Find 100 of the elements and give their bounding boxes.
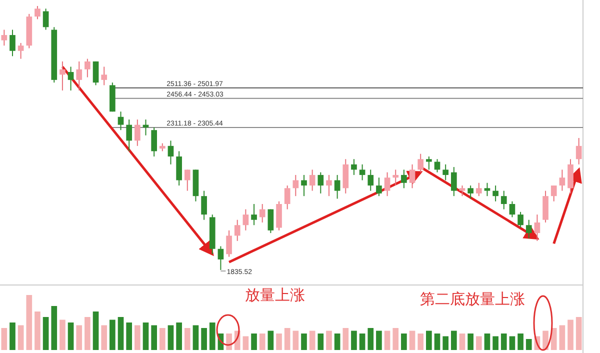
bar [368, 328, 374, 350]
candlestick [118, 111, 124, 131]
bar [34, 312, 40, 350]
bar [51, 306, 58, 350]
candlestick [492, 185, 498, 202]
candlestick [34, 6, 40, 20]
candlestick [334, 174, 340, 200]
bar [359, 334, 366, 350]
bar [484, 334, 490, 350]
bar [342, 328, 349, 350]
candlestick [292, 174, 299, 197]
candlestick [126, 119, 132, 152]
bar [409, 330, 416, 350]
candlestick [101, 66, 108, 86]
candlestick [368, 169, 374, 192]
bar [384, 330, 390, 350]
bar [184, 328, 190, 350]
candlestick [426, 156, 432, 170]
candlestick [218, 246, 224, 270]
bar [242, 336, 249, 350]
candlestick [484, 182, 490, 197]
bar [76, 325, 82, 350]
candlestick [284, 185, 290, 210]
candlestick [526, 219, 532, 239]
bar [26, 295, 32, 350]
bar [509, 336, 516, 350]
bar [576, 317, 582, 350]
candlestick [176, 150, 182, 186]
annotation: 第二底放量上涨 [420, 290, 525, 308]
bar [568, 320, 574, 350]
bar [18, 325, 24, 350]
bar [459, 334, 466, 350]
candlestick [60, 60, 66, 91]
candlestick [542, 190, 548, 223]
bar [301, 334, 307, 350]
annotation: 放量上涨 [245, 286, 305, 304]
bar [192, 325, 199, 350]
bar [418, 334, 424, 350]
bar [226, 334, 232, 350]
bar [10, 322, 16, 350]
bar [284, 328, 290, 350]
bar [392, 328, 399, 350]
bar [92, 312, 99, 350]
candlestick [509, 200, 516, 218]
bar [442, 336, 448, 350]
candlestick [534, 214, 540, 242]
bar [259, 334, 266, 350]
bar [292, 330, 299, 350]
candlestick [309, 169, 316, 192]
bar [376, 330, 382, 350]
bar [309, 330, 316, 350]
candlestick [276, 200, 282, 231]
candlestick [518, 211, 524, 228]
bar [334, 334, 340, 350]
candlestick [476, 182, 482, 197]
candlestick [76, 60, 82, 91]
candlestick [184, 169, 190, 192]
bar [134, 325, 140, 350]
bar [42, 317, 49, 350]
bar [268, 330, 274, 350]
candlestick [10, 29, 16, 57]
candlestick [1, 29, 8, 46]
bar [126, 322, 132, 350]
bar [176, 322, 182, 350]
candlestick [559, 169, 566, 192]
bar [251, 334, 257, 350]
candlestick [18, 42, 24, 60]
candlestick [251, 204, 257, 226]
candlestick [242, 208, 249, 231]
candlestick [259, 204, 266, 223]
candlestick [84, 58, 90, 78]
bar [168, 325, 174, 350]
bar [318, 334, 324, 350]
bar [500, 334, 507, 350]
bar [159, 328, 166, 350]
bar [68, 322, 74, 350]
bar [151, 325, 157, 350]
bar [118, 317, 124, 350]
candlestick [134, 119, 140, 146]
candlestick [326, 174, 332, 197]
bar [142, 322, 149, 350]
bar [1, 328, 8, 350]
candlestick [359, 164, 366, 181]
candlestick [42, 8, 49, 30]
bar [60, 320, 66, 350]
candlestick [342, 158, 349, 194]
candlestick [442, 164, 448, 181]
candlestick [168, 140, 174, 165]
bar [476, 336, 482, 350]
bar [526, 339, 532, 350]
bar [201, 328, 207, 350]
candlestick [418, 153, 424, 173]
candlestick [234, 219, 240, 242]
candlestick [68, 66, 74, 91]
bar [550, 328, 557, 350]
bar [276, 334, 282, 350]
bar [209, 322, 216, 350]
candlestick [301, 174, 307, 197]
bar [450, 330, 457, 350]
candlestick [500, 190, 507, 210]
